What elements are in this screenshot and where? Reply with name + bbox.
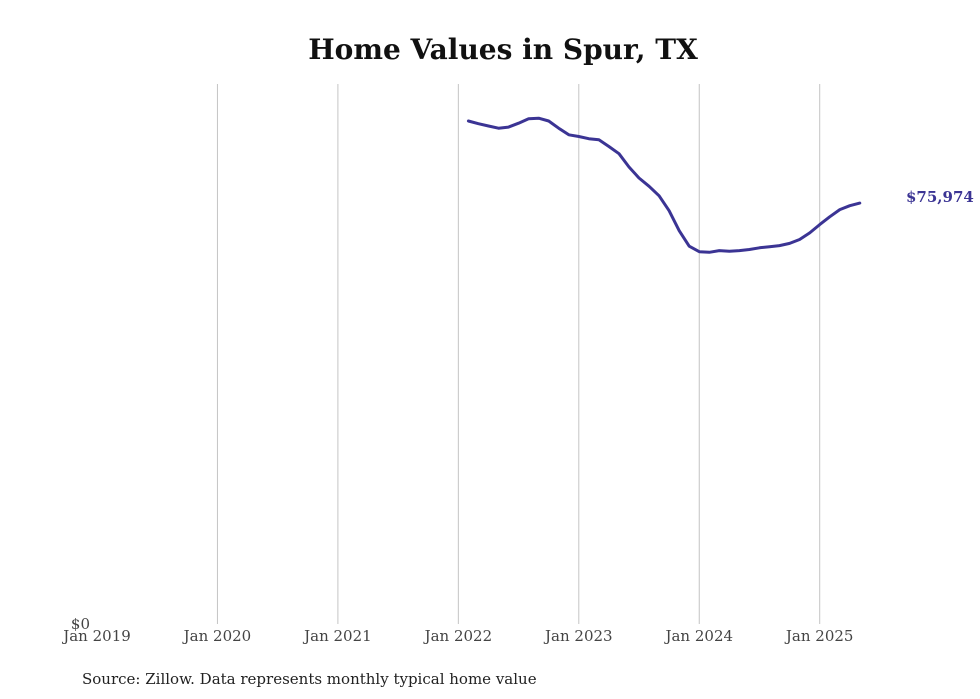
- x-tick-label: Jan 2023: [543, 627, 613, 645]
- end-value-label: $75,974: [906, 188, 974, 206]
- x-tick-label: Jan 2021: [302, 627, 372, 645]
- x-tick-label: Jan 2022: [423, 627, 493, 645]
- x-tick-label: Jan 2025: [784, 627, 854, 645]
- y-tick-label: $0: [71, 615, 90, 633]
- x-tick-label: Jan 2019: [61, 627, 131, 645]
- chart-title: Home Values in Spur, TX: [308, 33, 698, 66]
- x-tick-label: Jan 2020: [182, 627, 252, 645]
- x-tick-label: Jan 2024: [663, 627, 733, 645]
- source-note: Source: Zillow. Data represents monthly …: [82, 670, 537, 688]
- series-line: [466, 116, 862, 254]
- gridlines: [216, 84, 821, 624]
- x-axis-ticks: Jan 2019 Jan 2020 Jan 2021 Jan 2022 Jan 2023…: [61, 627, 853, 645]
